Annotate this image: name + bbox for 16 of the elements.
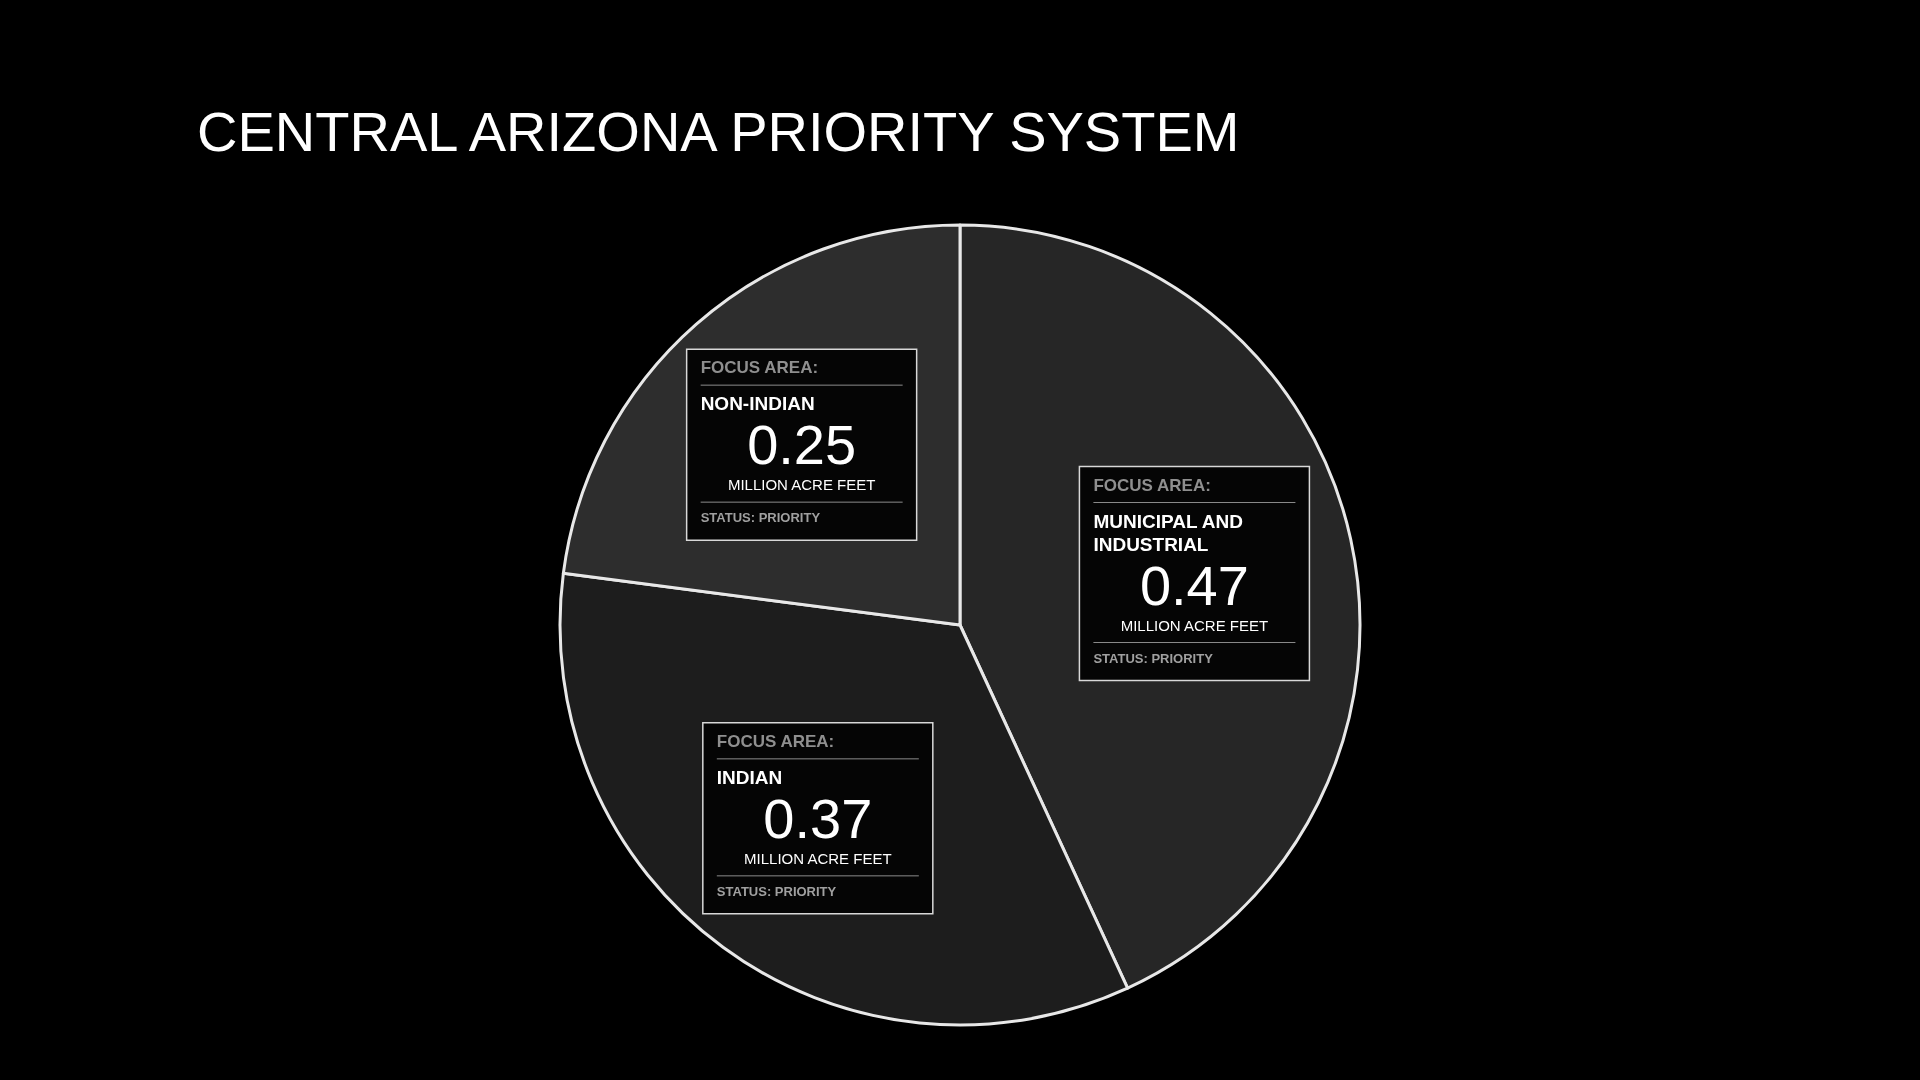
text: FOCUS AREA: [716,731,835,751]
text: MILLION ACRE FEET [1120,616,1269,634]
data-label: 0.25 [747,413,857,477]
text: STATUS: PRIORITY [700,510,821,526]
text: MILLION ACRE FEET [727,476,876,494]
slice-label: INDIAN [716,766,783,788]
data-label: 0.37 [763,786,873,850]
text: STATUS: PRIORITY [716,883,837,899]
slice-label: MUNICIPAL AND INDUSTRIAL [1093,510,1243,555]
text: FOCUS AREA: [700,358,819,378]
text: FOCUS AREA: [1093,475,1211,495]
text: STATUS: PRIORITY [1093,650,1214,666]
slice-label: NON-INDIAN [700,393,815,415]
data-label: 0.47 [1139,553,1249,617]
chart-title: CENTRAL ARIZONA PRIORITY SYSTEM [197,99,1240,163]
text: MILLION ACRE FEET [744,849,892,867]
